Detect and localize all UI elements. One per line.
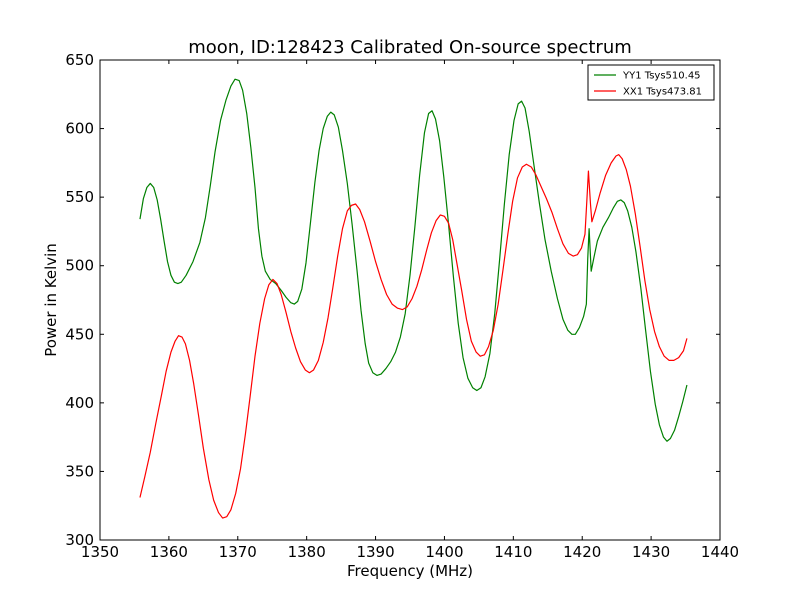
- legend: YY1 Tsys510.45 XX1 Tsys473.81: [587, 64, 715, 101]
- plot-frame: [99, 59, 721, 541]
- x-tick-label: 1400: [425, 543, 463, 561]
- x-tick-label: 1360: [150, 543, 188, 561]
- x-tick-label: 1410: [494, 543, 532, 561]
- y-axis-label: Power in Kelvin: [42, 243, 60, 357]
- chart-title: moon, ID:128423 Calibrated On-source spe…: [188, 37, 632, 58]
- y-tick-label: 300: [65, 531, 94, 549]
- x-tick-label: 1390: [356, 543, 394, 561]
- y-tick-label: 600: [65, 120, 94, 138]
- y-tick-label: 400: [65, 394, 94, 412]
- x-tick-label: 1430: [632, 543, 670, 561]
- y-tick-label: 450: [65, 325, 94, 343]
- legend-label-2: XX1 Tsys473.81: [623, 87, 702, 98]
- y-tick-label: 550: [65, 188, 94, 206]
- series-line-2: [139, 154, 688, 519]
- axes-layer: 1350 1360 1370 1380 1390 1400 1410 1420 1430 1440…: [65, 51, 739, 561]
- x-tick-label: 1440: [701, 543, 739, 561]
- y-tick-label: 650: [65, 51, 94, 69]
- x-axis-label: Frequency (MHz): [347, 562, 473, 580]
- x-tick-label: 1380: [288, 543, 326, 561]
- series-line-1: [139, 78, 688, 442]
- x-tick-label: 1370: [219, 543, 257, 561]
- x-tick-label: 1420: [563, 543, 601, 561]
- x-tick-label: 1350: [81, 543, 119, 561]
- y-tick-label: 350: [65, 462, 94, 480]
- y-tick-label: 500: [65, 257, 94, 275]
- legend-box: [587, 64, 715, 101]
- legend-label-1: YY1 Tsys510.45: [622, 71, 701, 82]
- series-layer: [139, 78, 688, 519]
